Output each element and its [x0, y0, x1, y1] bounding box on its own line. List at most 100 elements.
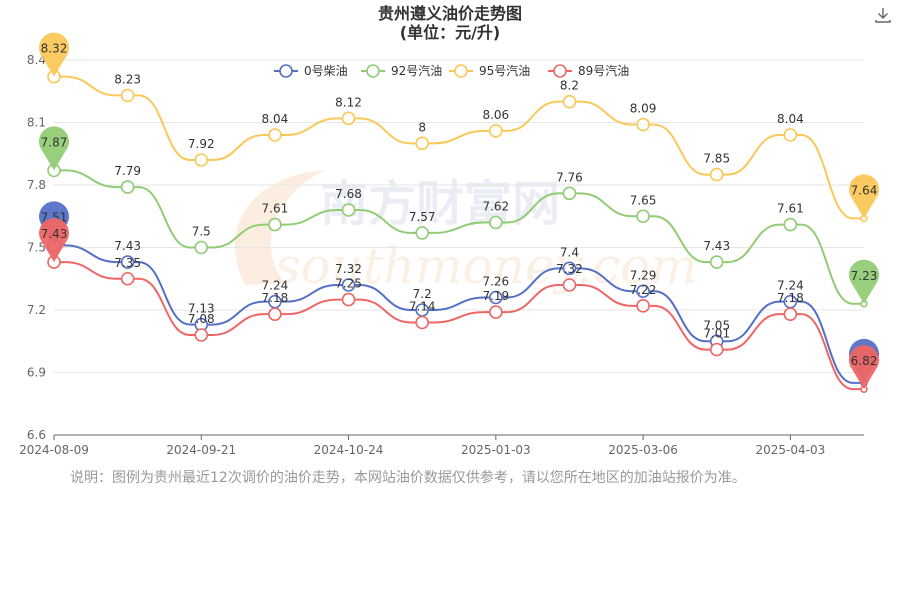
legend-marker: [454, 64, 468, 78]
series-line: [54, 261, 864, 391]
data-label: 7.19: [482, 289, 509, 303]
data-label: 7.18: [262, 291, 289, 305]
data-label: 7.76: [556, 170, 583, 184]
legend-marker: [553, 64, 567, 78]
data-point: [268, 128, 282, 142]
y-tick-label: 6.9: [27, 366, 46, 380]
data-label: 7.68: [335, 187, 362, 201]
data-label: 8.23: [114, 72, 141, 86]
legend-marker: [366, 64, 380, 78]
data-point: [120, 180, 135, 194]
data-label: 8.06: [482, 108, 509, 122]
data-label: 7.85: [703, 152, 730, 166]
x-tick-label: 2025-04-03: [755, 443, 825, 457]
x-tick-label: 2024-10-24: [314, 443, 384, 457]
data-point: [120, 271, 135, 286]
pin-marker: [849, 345, 880, 390]
data-point: [489, 124, 503, 138]
data-point: [562, 278, 577, 292]
pin-marker: [849, 259, 880, 304]
series-line: [54, 169, 864, 305]
data-label: 7.4: [560, 245, 579, 259]
y-tick-label: 8.1: [27, 116, 46, 130]
x-tick-label: 2025-03-06: [608, 443, 678, 457]
y-tick-label: 7.8: [27, 178, 46, 192]
series-line: [54, 244, 864, 384]
data-label: 7.13: [188, 302, 215, 316]
data-label: 7.18: [777, 291, 804, 305]
y-tick-label: 7.5: [27, 241, 46, 255]
data-label: 7.08: [188, 312, 215, 326]
data-point: [341, 203, 356, 217]
data-point: [489, 290, 503, 305]
series-line: [54, 75, 864, 220]
data-point: [415, 226, 429, 240]
data-point: [783, 217, 798, 232]
data-label: 7.65: [630, 193, 657, 207]
legend-label: 0号柴油: [304, 64, 348, 78]
data-label: 8.12: [335, 95, 362, 109]
x-tick-label: 2024-09-21: [166, 443, 236, 457]
data-point: [268, 217, 282, 232]
chart-note: 说明：图例为贵州最近12次调价的油价走势，本网站油价数据仅供参考，请以您所在地区…: [70, 470, 746, 486]
pin-label: 6.82: [851, 354, 878, 368]
data-label: 7.92: [188, 137, 215, 151]
data-point: [194, 328, 209, 342]
data-point: [120, 255, 135, 269]
data-label: 8.04: [262, 112, 289, 126]
data-label: 7.79: [114, 164, 141, 178]
data-point: [636, 209, 650, 224]
pin-label: 7.23: [851, 269, 878, 283]
data-label: 7.43: [703, 239, 730, 253]
data-point: [415, 136, 429, 151]
legend-label: 92号汽油: [391, 63, 442, 78]
pin-label: 7.43: [41, 227, 68, 241]
data-point: [783, 128, 798, 142]
data-label: 8.09: [630, 102, 657, 116]
pin-label: 7.64: [851, 183, 878, 197]
data-label: 8: [418, 120, 426, 134]
data-label: 7.5: [192, 225, 211, 239]
data-point: [341, 111, 356, 126]
data-point: [341, 278, 356, 292]
data-label: 7.2: [413, 287, 432, 301]
data-point: [268, 307, 282, 321]
y-tick-label: 8.4: [27, 53, 46, 67]
data-label: 7.25: [335, 277, 362, 291]
data-point: [636, 117, 650, 132]
y-tick-label: 7.2: [27, 303, 46, 317]
data-point: [636, 299, 650, 313]
data-point: [489, 215, 503, 230]
x-tick-label: 2024-08-09: [19, 443, 89, 457]
data-label: 7.26: [482, 275, 509, 289]
pin-marker: [849, 174, 880, 219]
data-point: [709, 255, 724, 269]
data-label: 7.05: [703, 318, 730, 332]
data-label: 7.43: [114, 239, 141, 253]
chart-title-main: 贵州遵义油价走势图: [377, 4, 522, 23]
data-label: 7.14: [409, 300, 436, 314]
data-label: 7.29: [630, 268, 657, 282]
pin-marker: [39, 218, 69, 263]
data-label: 7.24: [262, 279, 289, 293]
data-point: [415, 315, 429, 330]
data-point: [636, 284, 650, 299]
data-point: [194, 240, 209, 255]
y-tick-label: 6.6: [27, 428, 46, 442]
data-point: [120, 88, 135, 103]
data-label: 7.57: [409, 210, 436, 224]
legend-label: 89号汽油: [578, 63, 629, 78]
legend-label: 95号汽油: [479, 63, 530, 78]
data-label: 8.2: [560, 79, 579, 93]
data-label: 7.22: [630, 283, 657, 297]
download-icon[interactable]: [874, 6, 892, 24]
data-label: 8.04: [777, 112, 804, 126]
pin-marker: [39, 32, 69, 77]
chart-title-unit: (单位：元/升): [399, 23, 501, 42]
data-point: [562, 94, 577, 109]
data-label: 7.24: [777, 279, 804, 293]
data-point: [562, 261, 577, 276]
data-label: 7.32: [556, 262, 583, 276]
data-point: [562, 186, 577, 201]
